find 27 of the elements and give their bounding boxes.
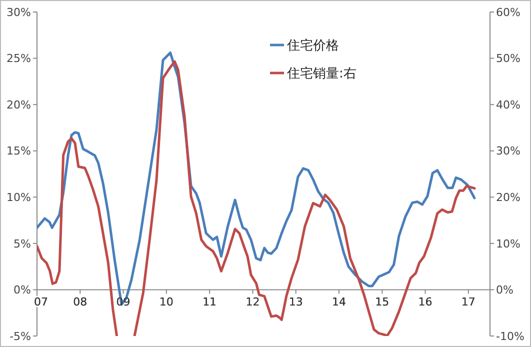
y-tick-label: 5% <box>14 237 31 250</box>
y-tick-label: 25% <box>6 52 31 66</box>
x-tick-label: 15 <box>375 296 390 309</box>
y2-tick-label: 0% <box>496 284 514 297</box>
x-tick-label: 17 <box>461 296 476 309</box>
y2-tick-label: 60% <box>496 6 520 19</box>
y-tick-label: 0% <box>14 284 31 297</box>
y2-tick-label: 10% <box>496 237 520 250</box>
legend-label: 住宅销量:右 <box>286 66 356 82</box>
x-tick-label: 13 <box>288 296 303 309</box>
x-tick-label: 16 <box>418 296 432 309</box>
y-tick-label: 10% <box>6 190 31 204</box>
y2-tick-label: 50% <box>496 52 520 66</box>
y2-tick-label: 40% <box>496 98 520 112</box>
legend-label: 住宅价格 <box>286 38 339 54</box>
y2-tick-label: -10% <box>496 330 524 343</box>
y2-tick-label: 20% <box>496 190 520 204</box>
x-tick-label: 11 <box>202 296 217 309</box>
y-tick-label: 20% <box>6 98 31 112</box>
y2-tick-label: 30% <box>496 144 520 158</box>
y-tick-label: 15% <box>6 144 31 158</box>
y-tick-label: -5% <box>10 330 31 343</box>
x-tick-label: 08 <box>73 296 88 309</box>
x-tick-label: 12 <box>246 296 260 309</box>
x-tick-label: 10 <box>159 296 174 309</box>
y-tick-label: 30% <box>6 6 31 19</box>
x-tick-label: 14 <box>332 296 346 309</box>
